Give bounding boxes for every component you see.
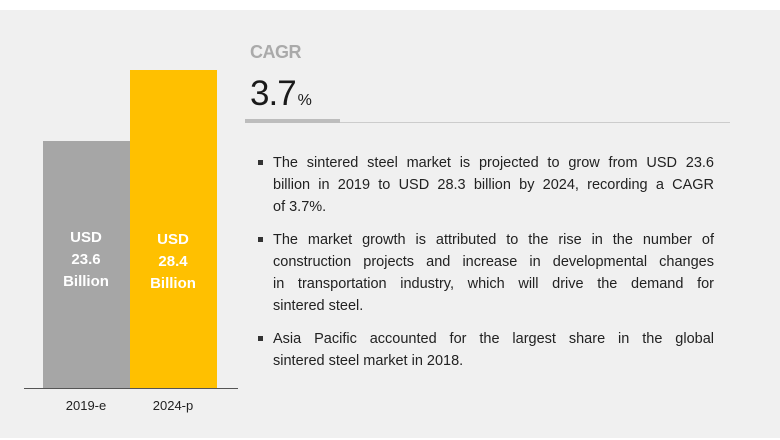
- category-label: 2024-p: [152, 398, 194, 413]
- bullet-text-line: of 3.7%.: [273, 199, 327, 215]
- category-label: 2019-e: [65, 398, 107, 413]
- bullet-text-line: The market growth is attributed to the r…: [273, 232, 714, 248]
- bullet-text-line: construction projects and increase in de…: [273, 254, 714, 270]
- bar-value-label-line: USD: [157, 231, 189, 248]
- bullet-text-line: billion in 2019 to USD 28.3 billion by 2…: [273, 177, 714, 193]
- bullet-square-icon: [258, 336, 263, 341]
- bullet-list: The sintered steel market is projected t…: [258, 152, 714, 383]
- bullet-text-line: The sintered steel market is projected t…: [273, 155, 714, 171]
- bar-value-label-line: USD: [70, 229, 102, 246]
- cagr-unit: %: [297, 92, 312, 109]
- bullet-item: Asia Pacific accounted for the largest s…: [258, 328, 714, 372]
- bar-2024-p: [130, 70, 217, 388]
- x-axis-line: [24, 388, 238, 389]
- bullet-square-icon: [258, 237, 263, 242]
- cagr-value: 3.7%: [250, 74, 312, 114]
- bar-value-label-line: Billion: [63, 273, 109, 290]
- bar-value-label: USD 28.4 Billion: [130, 229, 216, 295]
- bullet-text-line: sintered steel market in 2018.: [273, 353, 464, 369]
- bullet-text-line: sintered steel.: [273, 298, 364, 314]
- bar-value-label-line: Billion: [150, 275, 196, 292]
- bar-value-label-line: 28.4: [158, 253, 188, 270]
- cagr-title: CAGR: [250, 42, 302, 62]
- divider-accent: [245, 119, 340, 123]
- bar-value-label: USD 23.6 Billion: [43, 227, 129, 293]
- bar-value-label-line: 23.6: [71, 251, 101, 268]
- bullet-square-icon: [258, 160, 263, 165]
- bullet-text-line: Asia Pacific accounted for the largest s…: [273, 331, 714, 347]
- bullet-item: The sintered steel market is projected t…: [258, 152, 714, 218]
- cagr-number: 3.7: [250, 74, 297, 113]
- bullet-text-line: in transportation industry, which will d…: [273, 276, 714, 292]
- bar-2019-e: [43, 141, 130, 388]
- bullet-item: The market growth is attributed to the r…: [258, 229, 714, 317]
- divider: [245, 122, 730, 123]
